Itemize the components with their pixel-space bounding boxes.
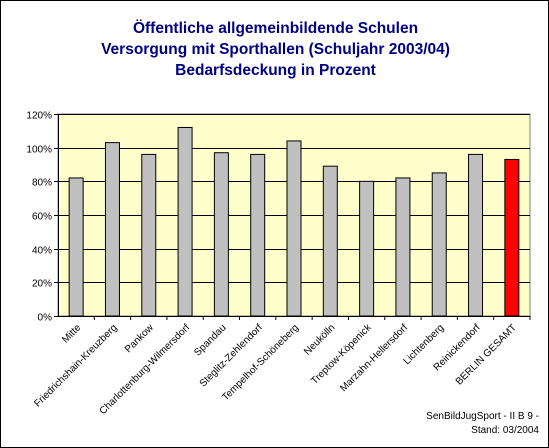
x-tick-label: Mitte [60, 322, 83, 345]
bar [431, 172, 447, 317]
bar [322, 165, 338, 317]
bar [104, 142, 120, 317]
x-tick-label: Steglitz-Zehlendorf [198, 322, 265, 389]
x-tick-label: Pankow [123, 322, 156, 355]
bar [468, 153, 484, 317]
x-tick-label: Spandau [192, 322, 228, 358]
bar-layer [68, 126, 520, 317]
y-tick-label: 80% [32, 178, 52, 189]
bar [68, 177, 84, 317]
bar [213, 152, 229, 317]
date-footnote: Stand: 03/2004 [471, 425, 539, 436]
y-tick-label: 120% [26, 111, 52, 122]
bar [250, 153, 266, 317]
x-tick-label: Treptow-Köpenick [309, 322, 374, 387]
bar [359, 180, 375, 317]
chart-title-line-2: Versorgung mit Sporthallen (Schuljahr 20… [101, 41, 450, 58]
bar [286, 140, 302, 317]
chart-title-line-3: Bedarfsdeckung in Prozent [175, 62, 376, 79]
x-tick-label: Neukölln [302, 322, 337, 357]
axis-layer [54, 114, 531, 320]
y-tick-label: 100% [26, 145, 52, 156]
y-tick-label: 60% [32, 212, 52, 223]
bar [141, 153, 157, 317]
bar [177, 126, 193, 317]
x-tick-label: BERLIN GESAMT [454, 322, 519, 387]
x-tick-label: Marzahn-Hellersdorf [338, 322, 410, 394]
y-tick-label: 40% [32, 246, 52, 257]
chart-title-line-1: Öffentliche allgemeinbildende Schulen [132, 20, 419, 37]
source-footnote: SenBildJugSport - II B 9 - [426, 411, 539, 422]
bar [395, 177, 411, 317]
x-tick-label: Tempelhof-Schöneberg [220, 322, 301, 403]
y-tick-label: 0% [38, 313, 53, 324]
y-tick-label: 20% [32, 279, 52, 290]
bar-total [504, 158, 520, 317]
